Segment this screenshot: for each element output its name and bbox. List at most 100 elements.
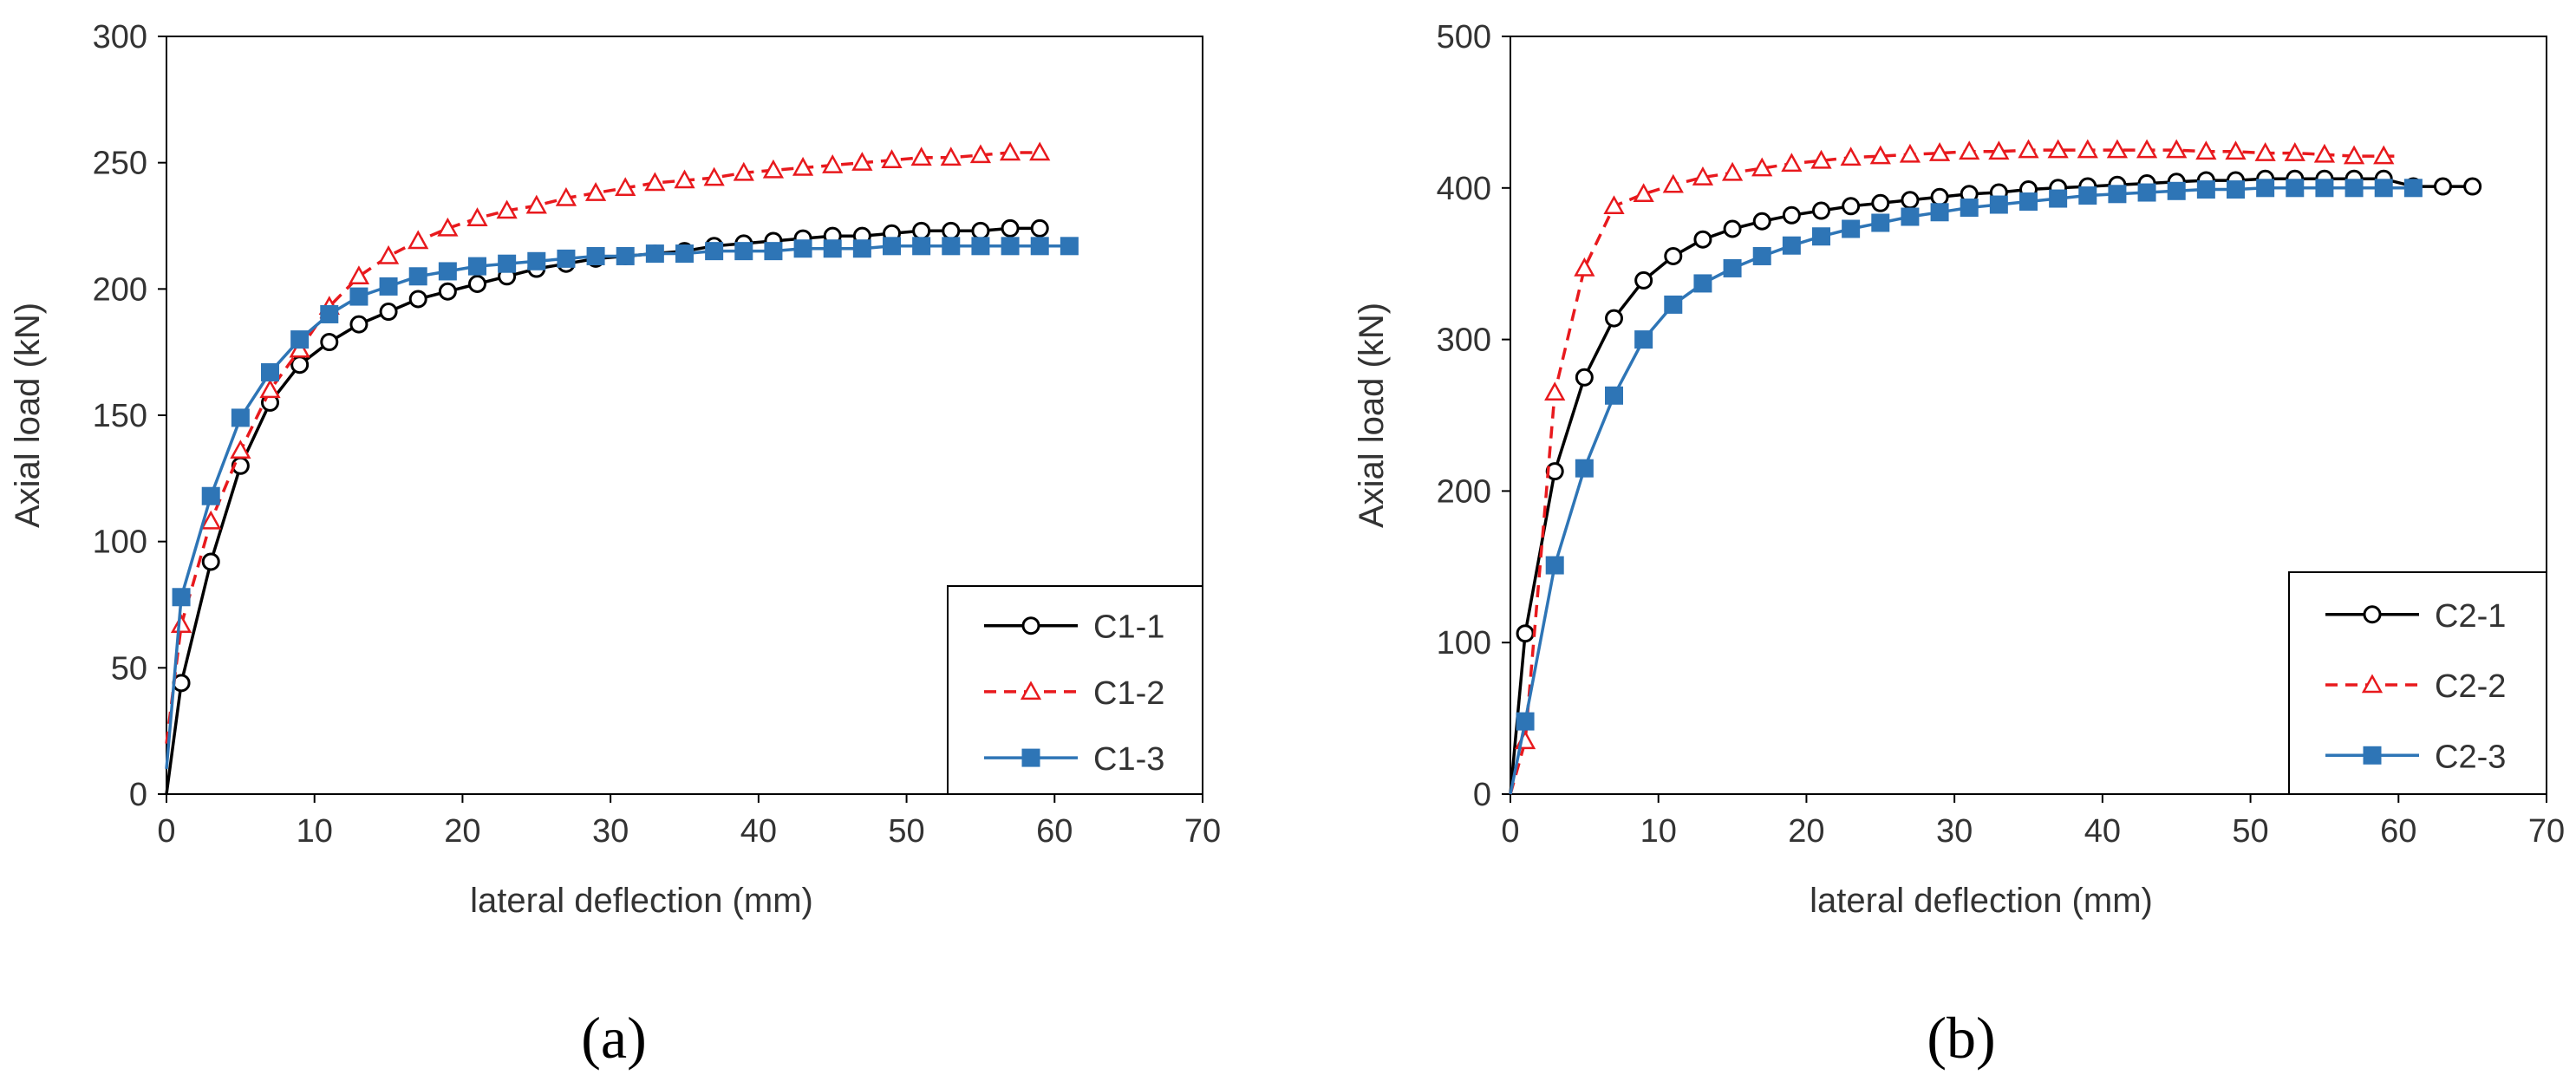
data-point-c2-3	[1812, 227, 1830, 246]
x-tick-label-a: 60	[1036, 813, 1073, 850]
data-point-c2-3	[2019, 192, 2038, 212]
data-point-c1-2	[792, 156, 814, 176]
data-point-c2-1	[1605, 309, 1623, 328]
y-axis-title-b: Axial load (kN)	[1353, 303, 1391, 528]
data-point-c2-1	[1782, 205, 1801, 225]
data-point-c2-3	[1842, 219, 1861, 238]
data-point-c2-3	[2196, 180, 2215, 199]
data-point-c2-1	[2463, 177, 2482, 196]
data-point-c1-2	[762, 159, 785, 179]
data-point-c2-1	[1634, 270, 1653, 290]
data-point-c2-3	[2049, 189, 2068, 208]
data-point-c1-2	[969, 144, 992, 164]
data-point-c1-1	[912, 221, 931, 240]
legend-marker-c1-3	[1021, 748, 1040, 767]
data-point-c1-3	[852, 239, 871, 258]
data-point-c2-2	[1869, 145, 1891, 165]
data-point-c2-3	[2227, 180, 2245, 199]
legend-box-b	[2288, 571, 2547, 795]
y-tick-label-a: 200	[93, 271, 147, 308]
data-point-c1-1	[379, 303, 398, 322]
data-point-c1-2	[851, 152, 873, 171]
data-point-c1-3	[734, 242, 753, 261]
data-point-c1-3	[349, 287, 368, 306]
data-point-c2-2	[2373, 145, 2395, 165]
data-point-c2-1	[2434, 177, 2452, 196]
data-point-c2-3	[1752, 246, 1771, 265]
y-tick-label-a: 150	[93, 398, 147, 434]
y-tick-label-b: 100	[1437, 625, 1491, 661]
data-point-c1-3	[705, 242, 724, 261]
data-point-c2-3	[1693, 274, 1712, 293]
data-point-c1-2	[408, 230, 429, 250]
data-point-c2-2	[1544, 381, 1566, 401]
data-point-c1-2	[437, 217, 459, 237]
data-point-c1-3	[586, 246, 605, 265]
data-point-c1-2	[644, 172, 666, 192]
data-point-c2-3	[1930, 203, 1949, 222]
x-tick-label-a: 50	[888, 813, 924, 850]
data-point-c2-2	[2077, 139, 2098, 159]
data-point-c2-2	[1662, 173, 1684, 193]
data-point-c1-2	[733, 161, 754, 181]
data-point-c1-3	[616, 246, 635, 265]
data-point-c1-1	[438, 282, 457, 301]
legend-b: C2-1 C2-2 C2-3	[2288, 571, 2547, 795]
legend-box-a	[947, 585, 1203, 795]
data-point-c1-3	[645, 244, 664, 264]
data-point-c2-1	[1516, 624, 1535, 643]
panel-b: 0 10 20 30 40 50 60 70 0 100 200 300 400 500 C2-1 C2-2…	[1353, 19, 2565, 1071]
series-line-c2-1	[1509, 177, 2473, 795]
data-point-c1-2	[615, 177, 636, 197]
data-point-c2-2	[2284, 142, 2305, 161]
data-point-c2-3	[2315, 179, 2334, 198]
data-point-c2-3	[1516, 712, 1535, 731]
data-point-c2-1	[1930, 187, 1949, 206]
data-point-c1-2	[910, 147, 932, 166]
data-point-c2-2	[1721, 161, 1744, 181]
data-point-c2-1	[1901, 191, 1920, 210]
legend-label-c1-3: C1-3	[1093, 741, 1164, 778]
x-tick-label-b: 20	[1788, 813, 1824, 850]
data-point-c1-3	[823, 239, 842, 258]
data-point-c1-2	[555, 186, 577, 206]
data-point-c1-3	[201, 486, 220, 505]
x-tick-label-a: 70	[1184, 813, 1221, 850]
data-point-c1-2	[377, 244, 400, 264]
legend-marker-c2-2	[2361, 674, 2384, 694]
data-point-c2-1	[1693, 230, 1712, 249]
data-point-c2-2	[1692, 166, 1714, 186]
x-tick-label-b: 50	[2232, 813, 2268, 850]
y-tick-label-b: 0	[1473, 777, 1491, 813]
data-point-c1-3	[498, 254, 517, 273]
data-point-c1-1	[408, 290, 427, 309]
data-point-c2-2	[1574, 257, 1595, 277]
data-point-c2-2	[2166, 139, 2188, 159]
data-point-c2-3	[2374, 179, 2393, 198]
data-point-c1-3	[231, 408, 250, 427]
legend-marker-c2-3	[2363, 746, 2382, 765]
data-point-c2-2	[2254, 142, 2276, 161]
series-layer-a	[165, 141, 1079, 795]
legend-label-c1-1: C1-1	[1093, 609, 1164, 646]
x-tick-label-a: 0	[157, 813, 175, 850]
x-axis-title-a: lateral deflection (mm)	[470, 882, 813, 920]
data-point-c1-3	[172, 588, 191, 607]
x-tick-label-b: 60	[2380, 813, 2416, 850]
data-point-c2-3	[2137, 183, 2156, 202]
legend-a: C1-1 C1-2 C1-3	[947, 585, 1203, 795]
data-point-c1-1	[1030, 218, 1049, 238]
x-tick-label-b: 30	[1936, 813, 1973, 850]
data-point-c1-2	[881, 149, 903, 169]
y-tick-label-a: 50	[111, 650, 147, 687]
data-point-c2-2	[1988, 140, 2010, 160]
data-point-c1-2	[940, 147, 962, 166]
legend-marker-c1-2	[1020, 681, 1042, 700]
data-point-c1-2	[348, 265, 370, 285]
y-axis-title-a: Axial load (kN)	[9, 303, 47, 528]
data-point-c2-3	[1634, 330, 1653, 349]
data-point-c2-3	[2403, 179, 2423, 198]
data-point-c2-3	[2108, 185, 2127, 204]
